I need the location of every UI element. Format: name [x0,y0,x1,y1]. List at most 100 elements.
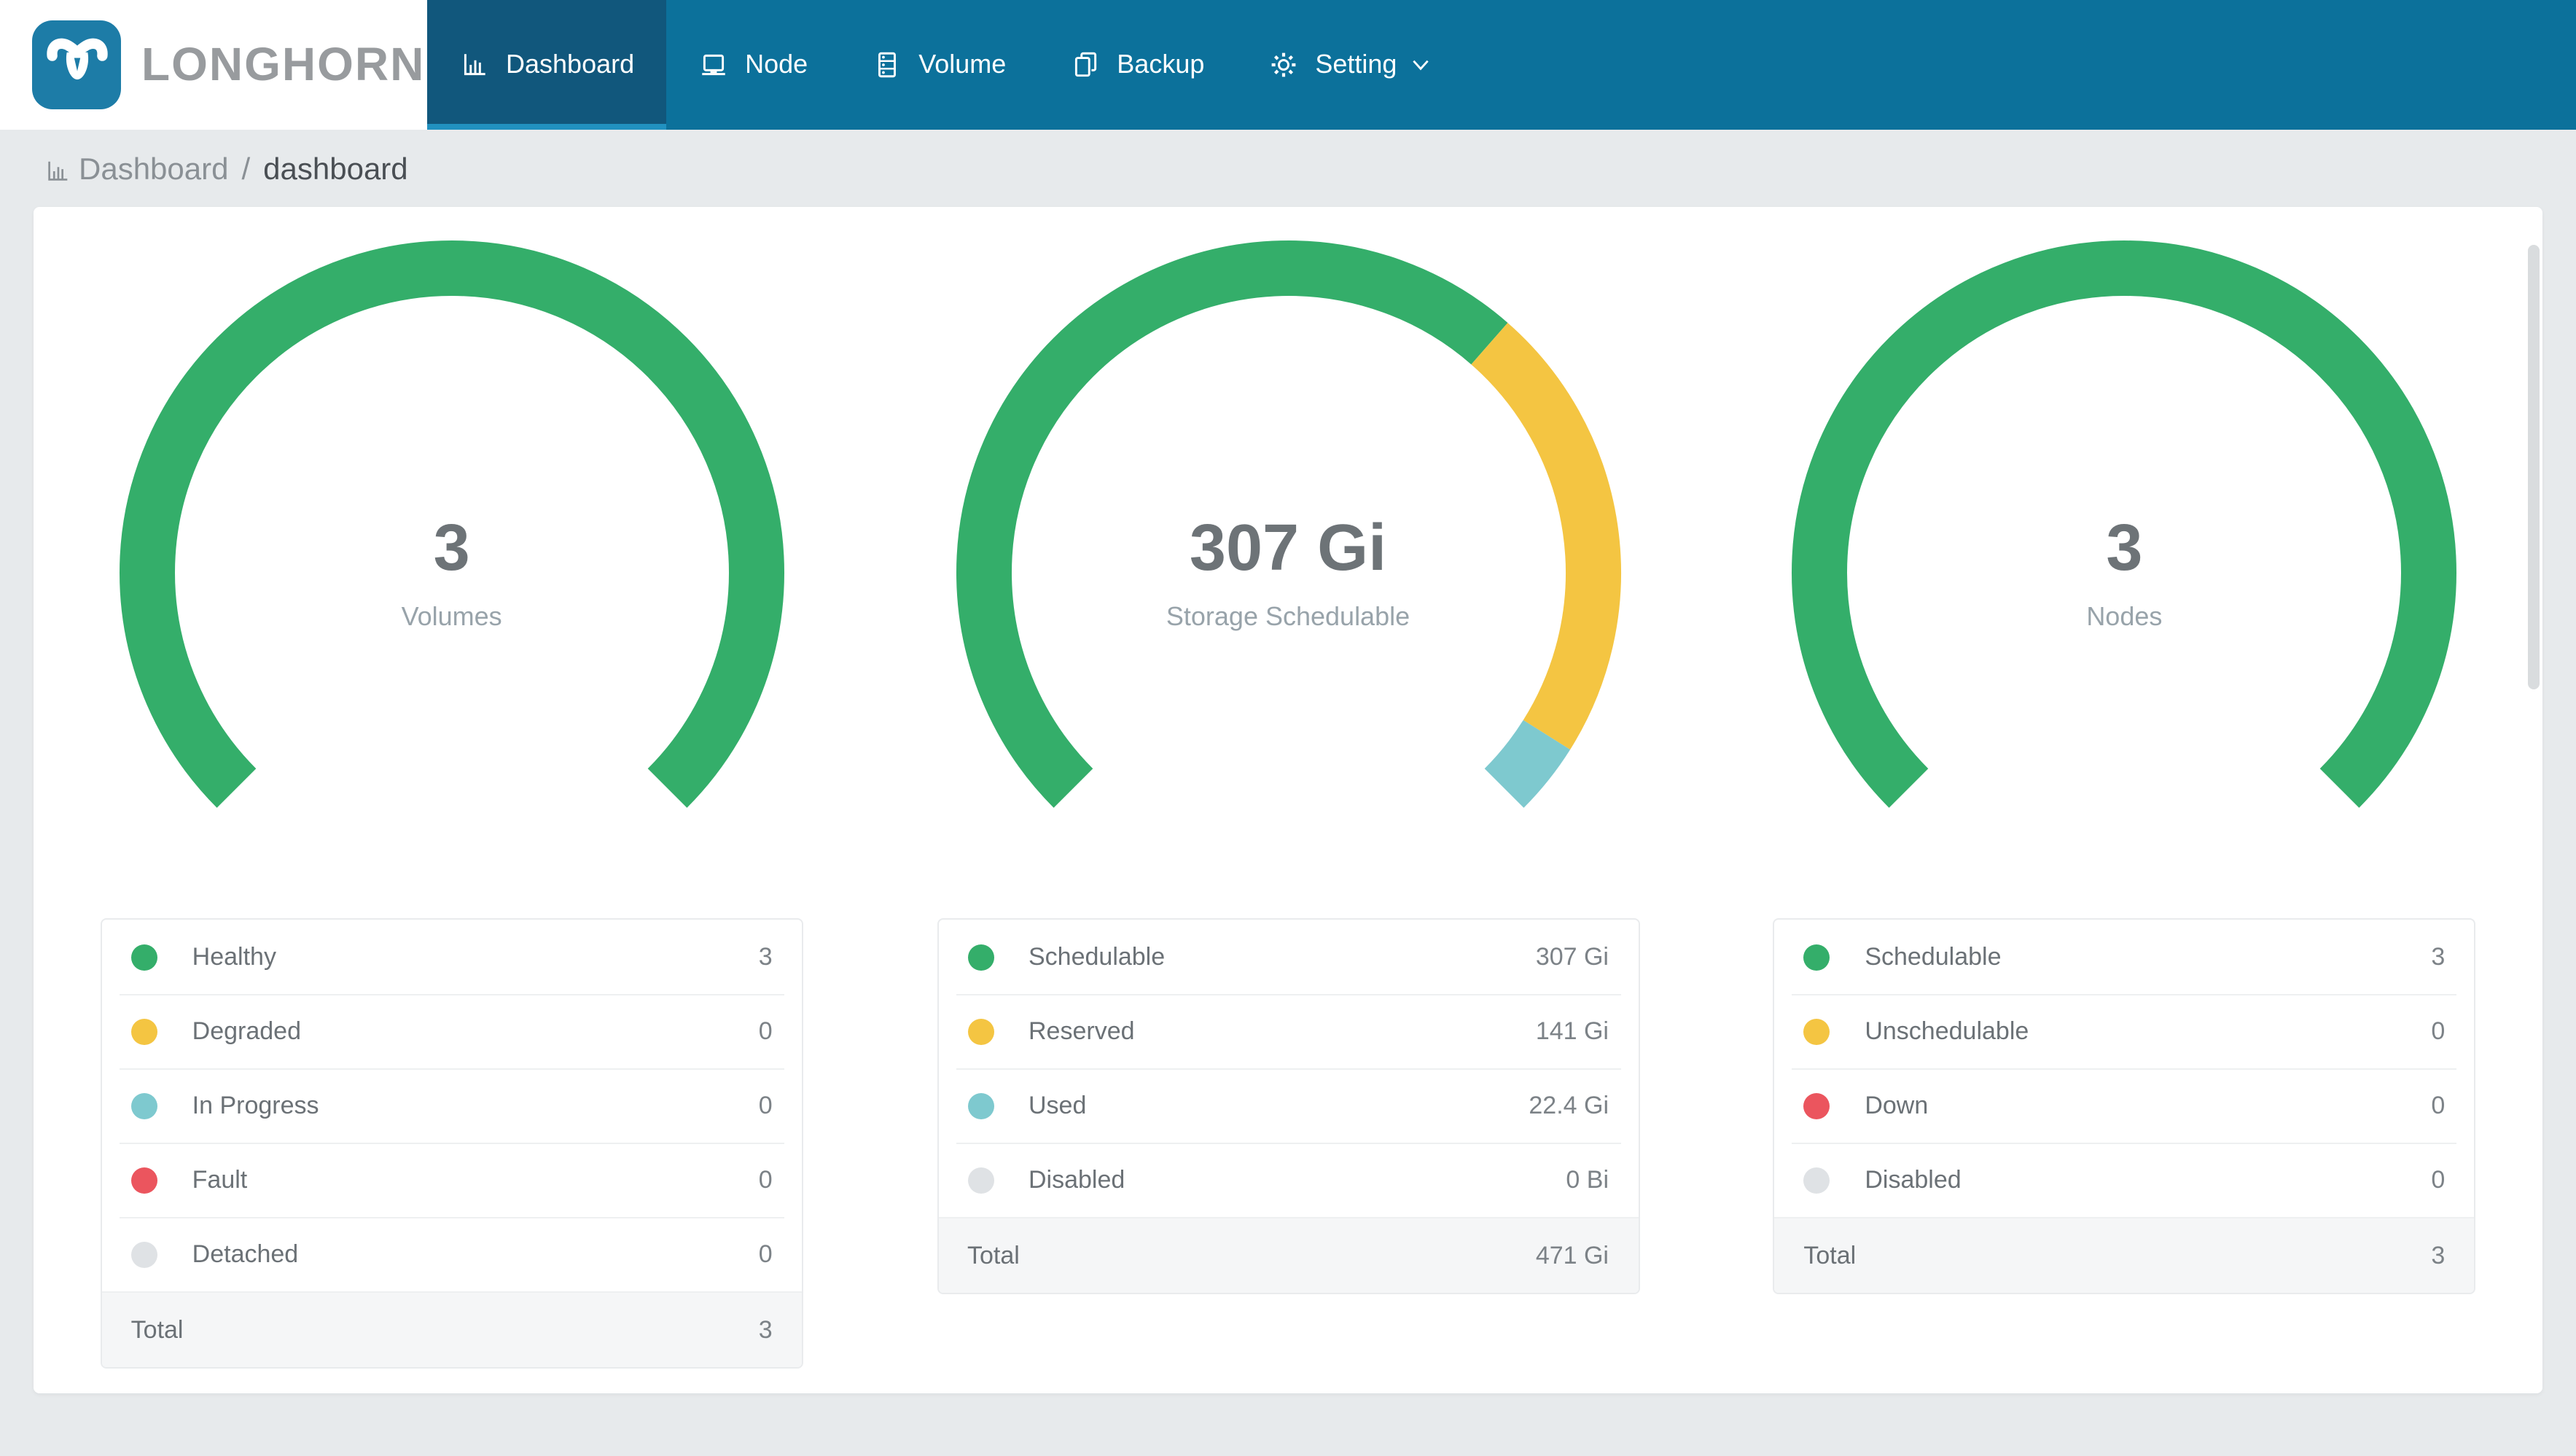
status-dot [967,944,994,970]
total-label: Total [130,1315,184,1343]
legend-label: Disabled [1865,1165,1962,1193]
nav-item-setting[interactable]: Setting [1236,0,1464,130]
legend-value: 3 [758,942,773,970]
volumes-gauge: 3 Volumes [109,230,795,915]
chevron-down-icon [1413,60,1429,71]
legend-value: 3 [2431,942,2446,970]
storage-panel: 307 Gi Storage Schedulable Schedulable 30… [870,230,1706,1369]
nodes-gauge: 3 Nodes [1781,230,2467,915]
laptop-icon [702,54,725,76]
legend-total-row: Total 3 [101,1291,802,1367]
legend-value: 0 [758,1240,773,1267]
breadcrumb-current: dashboard [263,153,408,187]
legend-label: Fault [192,1165,248,1193]
legend-label: Reserved [1029,1017,1135,1044]
legend-value: 0 [2431,1165,2446,1193]
breadcrumb-separator: / [241,153,251,187]
status-dot [967,1167,994,1193]
legend-total-row: Total 471 Gi [938,1217,1638,1293]
nav-item-label: Backup [1117,50,1205,79]
bar-chart-icon [464,54,485,76]
total-label: Total [1803,1241,1857,1269]
legend-value: 141 Gi [1535,1017,1609,1044]
legend-value: 0 [2431,1017,2446,1044]
legend-value: 0 [2431,1091,2446,1119]
legend-row-schedulable: Schedulable 307 Gi [938,920,1638,994]
brand-name: LONGHORN [141,38,426,90]
legend-row-healthy: Healthy 3 [102,920,802,994]
gauge-arc [119,240,784,808]
breadcrumb-dashboard[interactable]: Dashboard [79,153,229,187]
legend-label: In Progress [192,1091,319,1119]
gauge-segment-healthy [119,240,784,808]
nav-item-volume[interactable]: Volume [840,0,1038,130]
legend-row-schedulable: Schedulable 3 [1774,920,2474,994]
legend-label: Used [1029,1091,1087,1119]
nav-item-label: Node [745,50,808,79]
volumes-legend-table: Healthy 3 Degraded 0 In Progress 0 Fault 0 Detac… [100,918,803,1369]
content-card: 3 Volumes Healthy 3 Degraded 0 In Progress 0 F… [34,207,2542,1393]
status-dot [967,1092,994,1119]
status-dot [1803,1018,1830,1044]
legend-label: Disabled [1029,1165,1125,1193]
volumes-panel: 3 Volumes Healthy 3 Degraded 0 In Progress 0 F… [34,230,870,1369]
nodes-panel: 3 Nodes Schedulable 3 Unschedulable 0 Down 0 D… [1706,230,2542,1369]
gauge-arc [1792,240,2457,808]
legend-label: Down [1865,1091,1929,1119]
nav-item-dashboard[interactable]: Dashboard [427,0,667,130]
legend-label: Healthy [192,942,276,970]
gauge-segment-reserved [1470,322,1620,750]
bar-chart-icon [44,157,71,184]
status-dot [130,1092,157,1119]
legend-value: 0 [758,1165,773,1193]
breadcrumb: Dashboard / dashboard [44,153,2576,188]
legend-value: 0 Bi [1566,1165,1609,1193]
gauge-arc [956,240,1620,808]
legend-label: Schedulable [1865,942,2002,970]
database-icon [878,52,897,78]
legend-row-disabled: Disabled 0 Bi [938,1143,1638,1217]
nav-item-backup[interactable]: Backup [1038,0,1236,130]
legend-row-down: Down 0 [1774,1068,2474,1143]
nav-item-label: Dashboard [506,50,635,79]
status-dot [130,944,157,970]
status-dot [1803,944,1830,970]
legend-row-fault: Fault 0 [102,1143,802,1217]
status-dot [1803,1092,1830,1119]
gear-icon [1271,52,1296,77]
total-value: 3 [2431,1241,2446,1269]
total-label: Total [967,1241,1020,1269]
copy-icon [1075,52,1097,77]
status-dot [130,1018,157,1044]
top-nav: LONGHORN Dashboard Node [0,0,2576,130]
legend-row-reserved: Reserved 141 Gi [938,994,1638,1068]
legend-value: 307 Gi [1535,942,1609,970]
status-dot [130,1167,157,1193]
legend-label: Schedulable [1029,942,1166,970]
total-value: 471 Gi [1535,1241,1609,1269]
legend-value: 22.4 Gi [1529,1091,1609,1119]
logo[interactable]: LONGHORN [0,0,427,130]
status-dot [130,1241,157,1267]
gauge-panels: 3 Volumes Healthy 3 Degraded 0 In Progress 0 F… [34,207,2542,1369]
nav-item-label: Setting [1315,50,1397,79]
storage-legend-table: Schedulable 307 Gi Reserved 141 Gi Used 22.4 … [937,918,1639,1294]
legend-row-unschedulable: Unschedulable 0 [1774,994,2474,1068]
legend-value: 0 [758,1091,773,1119]
legend-value: 0 [758,1017,773,1044]
legend-row-used: Used 22.4 Gi [938,1068,1638,1143]
longhorn-bull-icon [32,20,121,109]
storage-gauge: 307 Gi Storage Schedulable [945,230,1631,915]
legend-label: Unschedulable [1865,1017,2029,1044]
gauge-segment-schedulable [956,240,1507,808]
legend-total-row: Total 3 [1774,1217,2475,1293]
total-value: 3 [758,1315,773,1343]
legend-row-degraded: Degraded 0 [102,994,802,1068]
legend-label: Degraded [192,1017,301,1044]
legend-row-detached: Detached 0 [102,1217,802,1291]
legend-row-disabled: Disabled 0 [1774,1143,2474,1217]
main-nav: Dashboard Node Volume [427,0,1464,130]
legend-label: Detached [192,1240,299,1267]
vertical-scrollbar-thumb[interactable] [2528,245,2540,689]
nav-item-node[interactable]: Node [666,0,840,130]
